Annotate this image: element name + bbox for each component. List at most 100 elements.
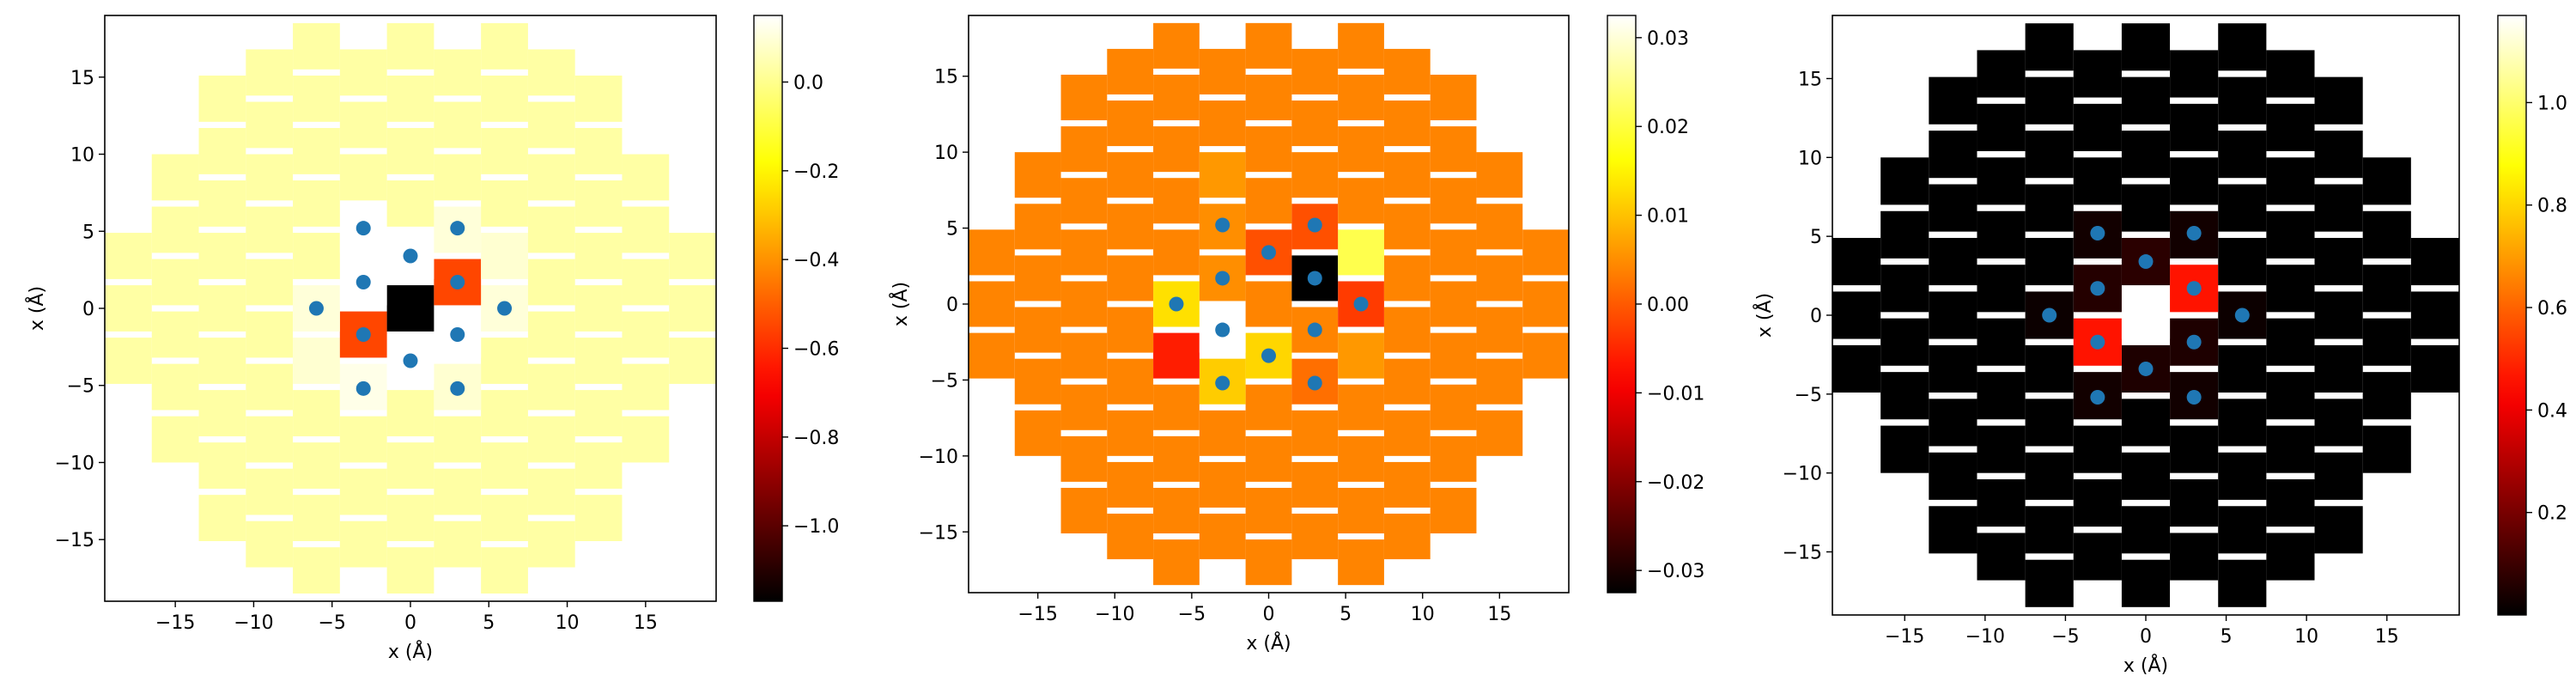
y-tick-label: 15 [934, 67, 958, 88]
heatmap-cell [2121, 76, 2171, 125]
scatter-point [2090, 281, 2105, 296]
heatmap-cell [1014, 410, 1061, 456]
heatmap-cell [1014, 307, 1061, 353]
heatmap-cell [1430, 487, 1477, 534]
scatter-point [2042, 307, 2057, 323]
heatmap-cells [1832, 23, 2459, 607]
y-tick-label: 15 [70, 68, 94, 89]
heatmap-cell [1107, 100, 1154, 147]
heatmap-cell [1338, 384, 1384, 430]
scatter-point [1215, 375, 1230, 391]
x-tick-label: 15 [2375, 626, 2399, 648]
heatmap-cell [293, 180, 340, 227]
heatmap-cell [386, 495, 434, 541]
heatmap-cell [2218, 23, 2267, 71]
x-axis: −15 −10 −5 0 5 10 15 x (Å) [1885, 615, 2399, 677]
y-tick-label: −10 [919, 447, 958, 468]
x-tick-label: −15 [155, 612, 195, 634]
heatmap-cell [1430, 126, 1477, 173]
x-tick-label: 15 [634, 612, 658, 634]
y-tick-label: −5 [67, 376, 94, 398]
colorbar-tick-label: −1.0 [793, 516, 839, 538]
y-tick-label: −5 [931, 370, 958, 392]
colorbar-tick-label: 0.4 [2537, 400, 2567, 422]
heatmap-cell [1060, 332, 1108, 379]
y-tick-label: 0 [946, 295, 958, 316]
heatmap-cell [293, 233, 340, 279]
heatmap-cell [1880, 425, 1929, 473]
scatter-point [2090, 225, 2105, 240]
heatmap-cell [246, 101, 294, 149]
heatmap-cell [293, 338, 340, 384]
y-axis-label: x (Å) [889, 282, 912, 326]
heatmap-cell [1245, 126, 1292, 173]
heatmap-cell [293, 22, 340, 70]
heatmap-cell [1338, 178, 1384, 224]
y-tick-label: 10 [934, 143, 958, 164]
heatmap-cell [527, 311, 575, 358]
heatmap-cell [2025, 452, 2074, 500]
scatter-point [355, 221, 371, 236]
heatmap-cell [1880, 210, 1929, 259]
heatmap-cell [2314, 76, 2363, 125]
heatmap-cell [2218, 399, 2267, 447]
heatmap-cell [2314, 344, 2363, 393]
heatmap-cell [622, 259, 670, 306]
heatmap-cell [1832, 344, 1881, 393]
heatmap-cell [1107, 255, 1154, 301]
heatmap-cell [1107, 514, 1154, 560]
scatter-point [1215, 271, 1230, 286]
heatmap-cell [1107, 461, 1154, 508]
heatmap-cell [1153, 384, 1200, 430]
heatmap-cell [1430, 74, 1477, 121]
heatmap-cell [1977, 50, 2026, 98]
heatmap-cell [1291, 461, 1339, 508]
heatmap-cell [481, 180, 528, 227]
heatmap-cell [1977, 372, 2026, 420]
heatmap-cell [434, 49, 482, 96]
heatmap-cell [386, 442, 434, 489]
heatmap-cell [2362, 318, 2411, 366]
heatmap-cell [2073, 479, 2122, 527]
heatmap-cell [1929, 452, 1978, 500]
colorbar: 0.0 −0.2 −0.4 −0.6 −0.8 −1.0 [753, 15, 839, 602]
heatmap-cell [2314, 131, 2363, 179]
heatmap-cell [2266, 210, 2315, 259]
heatmap-cell [434, 101, 482, 149]
scatter-point [2090, 390, 2105, 405]
heatmap-cell [1383, 48, 1431, 94]
colorbar-gradient [2497, 15, 2527, 616]
heatmap-cell [574, 233, 623, 279]
heatmap-cell [481, 233, 528, 279]
heatmap-cell [386, 180, 434, 227]
y-tick-label: −15 [919, 522, 958, 544]
x-tick-label: 0 [1263, 604, 1275, 625]
heatmap-cell [2314, 237, 2363, 286]
heatmap-cell [151, 363, 199, 411]
heatmap-cell [2314, 399, 2363, 447]
scatter-point [450, 274, 465, 289]
heatmap-cell [1929, 506, 1978, 554]
heatmap-cell [1929, 76, 1978, 125]
heatmap-cell [2218, 559, 2267, 607]
heatmap-cell [386, 75, 434, 122]
heatmap-cell [481, 128, 528, 174]
heatmap-cell [2170, 479, 2219, 527]
colorbar-tick-label: 0.2 [2537, 503, 2567, 525]
heatmap-cell [2266, 157, 2315, 205]
heatmap-cell [1153, 126, 1200, 173]
y-tick-label: 0 [1810, 306, 1822, 327]
heatmap-cell [574, 495, 623, 541]
heatmap-cell [1476, 410, 1523, 456]
heatmap-cell [246, 206, 294, 253]
scatter-point [1307, 322, 1322, 338]
heatmap-cell [1153, 487, 1200, 534]
heatmap-cell [293, 547, 340, 594]
heatmap-cell [1977, 533, 2026, 581]
heatmap-cell [1929, 237, 1978, 286]
heatmap-cell [2025, 23, 2074, 71]
heatmap-cell [198, 233, 246, 279]
x-tick-label: 5 [2221, 626, 2233, 648]
heatmap-cell [1522, 332, 1569, 379]
y-axis-label: x (Å) [1753, 293, 1776, 338]
